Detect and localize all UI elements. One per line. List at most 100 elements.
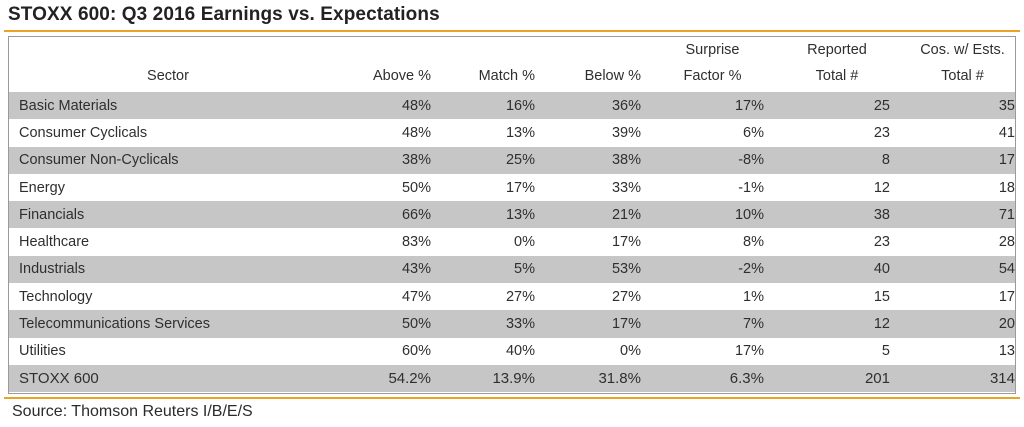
cell-below: 31.8% [598,370,641,388]
cell-below: 21% [611,206,641,223]
cell-above: 43% [401,261,431,278]
table-title: STOXX 600: Q3 2016 Earnings vs. Expectat… [8,4,440,25]
table-row: Telecommunications Services 50% 33% 17% 7% 12… [9,310,1015,338]
cell-estimates: 17 [998,288,1015,305]
cell-estimates: 71 [998,206,1015,223]
title-divider [4,30,1020,32]
cell-match: 33% [505,316,535,333]
cell-match: 5% [514,261,535,278]
cell-sector: Telecommunications Services [19,316,210,333]
cell-surprise: 17% [734,97,764,114]
column-header-sector: Sector [147,68,189,84]
earnings-table: Sector Above % Match % Below % Surprise F… [9,37,1015,393]
column-header-reported: Reported Total # [807,42,867,84]
cell-surprise: -1% [738,179,764,196]
cell-reported: 5 [881,343,890,360]
cell-above: 60% [401,343,431,360]
cell-sector: Consumer Non-Cyclicals [19,152,179,169]
cell-above: 54.2% [388,370,431,388]
cell-reported: 38 [873,206,890,223]
cell-match: 13.9% [492,370,535,388]
column-header-surprise: Surprise Factor % [683,42,742,84]
column-header-estimates: Cos. w/ Ests. Total # [920,42,1005,84]
cell-below: 17% [611,234,641,251]
column-header-below: Below % [584,68,641,84]
cell-above: 47% [401,288,431,305]
cell-sector: Industrials [19,261,86,278]
cell-reported: 23 [873,124,890,141]
cell-estimates: 28 [998,234,1015,251]
table-row: Consumer Cyclicals 48% 13% 39% 6% 23 41 [9,119,1015,146]
cell-reported: 12 [873,316,890,333]
table-row: Healthcare 83% 0% 17% 8% 23 28 [9,228,1015,255]
cell-match: 16% [505,97,535,114]
table-row: Technology 47% 27% 27% 1% 15 17 [9,283,1015,310]
cell-above: 48% [401,124,431,141]
cell-below: 0% [620,343,641,360]
cell-match: 0% [514,234,535,251]
cell-sector: Consumer Cyclicals [19,124,148,141]
cell-reported: 201 [864,370,890,388]
cell-estimates: 54 [998,261,1015,278]
table-frame [8,36,1016,394]
cell-below: 53% [611,261,641,278]
cell-sector: Healthcare [19,234,90,251]
cell-estimates: 314 [989,370,1015,388]
cell-sector: Technology [19,288,93,305]
cell-reported: 40 [873,261,890,278]
column-header-match: Match % [478,68,535,84]
cell-estimates: 17 [998,152,1015,169]
cell-surprise: -8% [738,152,764,169]
table-row: Consumer Non-Cyclicals 38% 25% 38% -8% 8 17 [9,146,1015,174]
table-row: Industrials 43% 5% 53% -2% 40 54 [9,255,1015,284]
cell-reported: 12 [873,179,890,196]
cell-estimates: 13 [998,343,1015,360]
cell-estimates: 20 [998,316,1015,333]
cell-above: 50% [401,316,431,333]
cell-below: 17% [611,316,641,333]
cell-estimates: 41 [998,124,1015,141]
cell-surprise: -2% [738,261,764,278]
source-note: Source: Thomson Reuters I/B/E/S [12,403,253,420]
cell-match: 40% [505,343,535,360]
cell-surprise: 1% [743,288,764,305]
cell-above: 83% [401,234,431,251]
cell-match: 13% [505,206,535,223]
cell-surprise: 17% [734,343,764,360]
cell-sector: Financials [19,206,85,223]
cell-above: 50% [401,179,431,196]
total-row: STOXX 600 54.2% 13.9% 31.8% 6.3% 201 314 [9,364,1015,393]
cell-match: 17% [505,179,535,196]
cell-below: 27% [611,288,641,305]
cell-above: 38% [401,152,431,169]
cell-match: 13% [505,124,535,141]
cell-surprise: 8% [743,234,764,251]
cell-surprise: 7% [743,316,764,333]
column-header-above: Above % [372,68,431,84]
cell-below: 36% [611,97,641,114]
cell-sector: Basic Materials [19,97,118,114]
table-row: Energy 50% 17% 33% -1% 12 18 [9,174,1015,201]
cell-reported: 15 [873,288,890,305]
cell-sector: Utilities [19,343,66,360]
cell-match: 25% [505,152,535,169]
header-row: Sector Above % Match % Below % Surprise F… [9,37,1015,92]
cell-sector: Energy [19,179,65,196]
table-row: Financials 66% 13% 21% 10% 38 71 [9,201,1015,229]
cell-estimates: 18 [998,179,1015,196]
cell-below: 38% [611,152,641,169]
cell-above: 48% [401,97,431,114]
cell-sector: STOXX 600 [19,370,99,388]
cell-estimates: 35 [998,97,1015,114]
cell-surprise: 6.3% [729,370,764,388]
cell-surprise: 10% [734,206,764,223]
cell-surprise: 6% [743,124,764,141]
cell-reported: 8 [881,152,890,169]
cell-reported: 25 [873,97,890,114]
cell-reported: 23 [873,234,890,251]
cell-match: 27% [505,288,535,305]
cell-above: 66% [401,206,431,223]
table-row: Basic Materials 48% 16% 36% 17% 25 35 [9,92,1015,120]
cell-below: 39% [611,124,641,141]
footer-divider [4,397,1020,399]
